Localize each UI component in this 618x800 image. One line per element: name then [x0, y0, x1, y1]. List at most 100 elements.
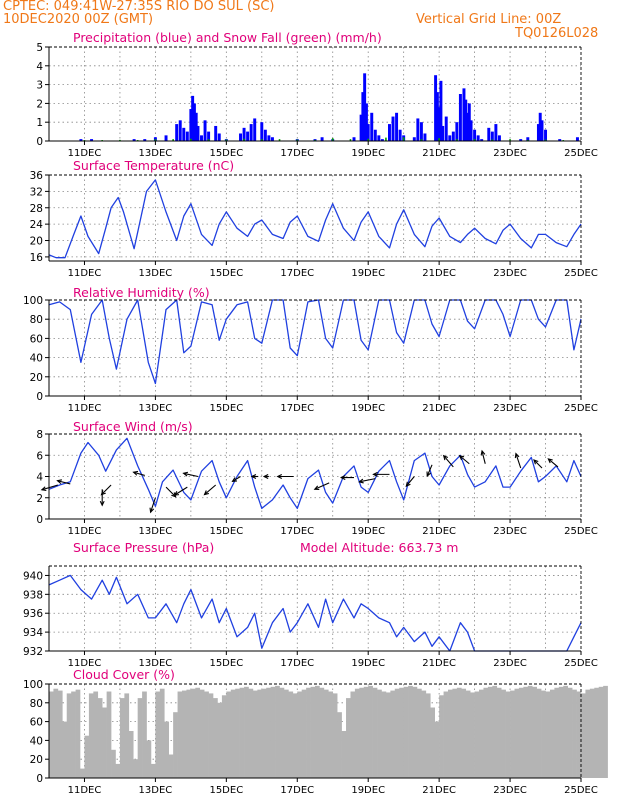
wind-ytick-label: 4 — [36, 472, 43, 484]
cloud-bar — [150, 763, 156, 778]
wind-xtick-label: 13DEC — [139, 526, 173, 537]
pressure-xtick-label: 13DEC — [139, 658, 173, 669]
rh-xtick-label: 15DEC — [209, 403, 243, 414]
cloud-bar — [164, 721, 169, 778]
cloud-xtick-label: 25DEC — [564, 785, 598, 796]
cloud-bar — [576, 691, 582, 778]
cloud-xtick-label: 23DEC — [493, 785, 527, 796]
precip-ytick-label: 0 — [36, 136, 43, 148]
precip-bar — [448, 135, 452, 141]
cloud-bar — [119, 698, 125, 778]
cloud-bar — [142, 691, 147, 778]
precip-bar — [90, 139, 94, 141]
pressure-xtick-label: 21DEC — [422, 658, 456, 669]
cloud-ytick-label: 100 — [23, 679, 43, 691]
precip-bar — [490, 131, 494, 141]
temp-xtick-label: 15DEC — [209, 268, 243, 279]
snow-bar — [509, 139, 511, 141]
precip-bar — [132, 139, 136, 141]
wind-arrow — [547, 458, 559, 468]
cloud-bar — [186, 689, 192, 778]
cloud-bar — [359, 687, 365, 778]
wind-arrow-head — [262, 474, 269, 479]
wind-ytick-label: 2 — [36, 493, 43, 505]
cloud-bar — [261, 688, 267, 778]
cloud-bar — [408, 685, 413, 778]
snow-bar — [349, 139, 352, 141]
wind-arrow — [358, 478, 376, 484]
precip-bar — [497, 135, 501, 141]
precip-bar — [200, 135, 203, 141]
precip-bar — [494, 124, 498, 141]
snow-bar — [154, 139, 157, 141]
cloud-bar — [155, 691, 161, 778]
precip-bar — [363, 73, 367, 141]
snow-bar — [243, 138, 245, 141]
precip-bar — [182, 127, 186, 141]
cloud-bar — [235, 688, 240, 778]
cloud-bar — [487, 686, 493, 778]
wind-arrow — [276, 474, 294, 479]
wind-arrow — [132, 470, 145, 476]
cloud-bar — [465, 690, 471, 778]
cloud-bar — [474, 691, 480, 778]
cloud-bar — [337, 712, 342, 778]
cloud-bar — [270, 686, 276, 778]
cloud-bar — [124, 693, 130, 778]
precip-bar — [207, 131, 211, 141]
precip-bar — [175, 124, 179, 141]
precip-bar — [196, 125, 200, 141]
snow-bar — [207, 139, 210, 141]
cloud-bar — [483, 687, 489, 778]
pressure-ytick-label: 940 — [23, 570, 43, 582]
cloud-bar — [501, 689, 506, 778]
precip-bar — [352, 137, 356, 141]
precip-bar — [423, 133, 427, 141]
wind-xtick-label: 19DEC — [351, 526, 385, 537]
precip-ytick-label: 1 — [36, 117, 43, 129]
rh-ytick-label: 100 — [23, 295, 43, 307]
wind-arrow-head — [533, 459, 539, 465]
rh-ytick-label: 0 — [36, 391, 43, 403]
precip-bar — [412, 137, 416, 141]
snow-bar — [261, 139, 263, 141]
precip-bar — [194, 112, 198, 141]
wind-arrow-head — [358, 478, 364, 484]
precip-bar — [366, 124, 370, 141]
temp-ytick-label: 32 — [30, 186, 43, 198]
wind-arrow-shaft — [183, 472, 199, 478]
pressure-xtick-label: 17DEC — [280, 658, 314, 669]
cloud-bar — [230, 689, 236, 778]
wind-arrow-shaft — [459, 455, 470, 465]
cloud-ytick-label: 60 — [30, 717, 43, 729]
cloud-bar — [57, 690, 63, 778]
precip-xtick-label: 15DEC — [209, 148, 243, 159]
wind-panel: 0 2 4 6 8 11DEC 13DEC 15DEC 17DEC 19DEC 21DEC 23DEC… — [36, 419, 598, 537]
precip-bar — [242, 127, 246, 141]
cloud-xtick-label: 17DEC — [280, 785, 314, 796]
snow-bar — [385, 137, 387, 141]
wind-arrow-head — [149, 507, 155, 514]
wind-arrow-shaft — [204, 484, 217, 496]
cloud-bar — [75, 689, 81, 778]
precip-bar — [487, 127, 491, 141]
precip-bar — [191, 95, 195, 141]
pressure-ytick-label: 938 — [23, 589, 43, 601]
cloud-bar — [558, 686, 564, 778]
wind-arrow-head — [40, 486, 47, 492]
wind-ytick-label: 8 — [36, 429, 43, 441]
cloud-bar — [279, 687, 285, 778]
cloud-title: Cloud Cover (%) — [73, 667, 175, 682]
precip-bar — [439, 80, 443, 141]
snow-bar — [172, 139, 174, 141]
precip-bar — [260, 122, 264, 141]
precip-bar — [263, 129, 267, 141]
cloud-bar — [111, 749, 116, 778]
wind-arrow — [480, 449, 486, 464]
rh-series-line — [48, 299, 582, 385]
precip-bar — [359, 114, 363, 141]
cloud-xtick-label: 21DEC — [422, 785, 456, 796]
rh-title: Relative Humidity (%) — [73, 285, 210, 300]
pressure-ytick-label: 932 — [23, 646, 43, 658]
